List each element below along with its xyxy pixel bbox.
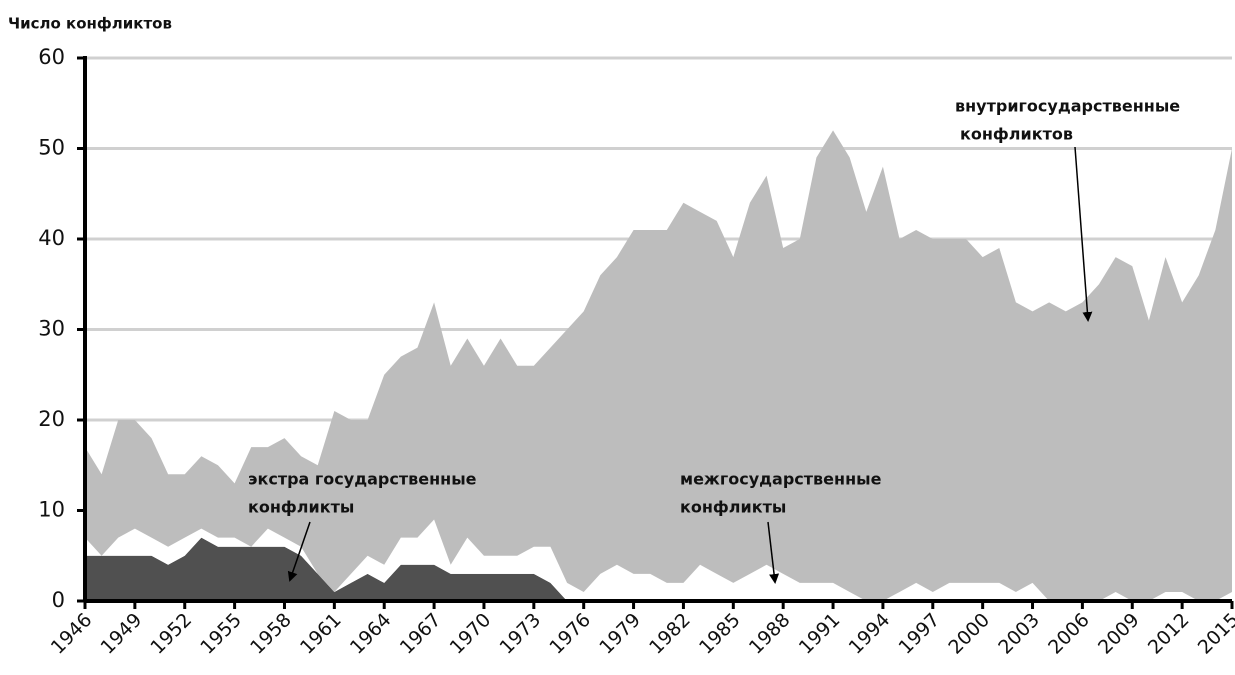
x-tick-label: 1961 <box>296 609 346 659</box>
areas <box>85 130 1232 601</box>
x-tick-label: 1958 <box>246 609 296 659</box>
y-tick-label: 40 <box>38 226 65 250</box>
y-tick-label: 60 <box>38 45 65 69</box>
annotation: конфликты <box>248 498 354 517</box>
x-tick-label: 1949 <box>97 609 147 659</box>
x-tick-label: 2006 <box>1044 609 1094 659</box>
x-tick-label: 1979 <box>595 609 645 659</box>
y-axis-label: Число конфликтов <box>8 15 172 33</box>
y-tick-label: 20 <box>38 407 65 431</box>
y-tick-label: 0 <box>52 588 65 612</box>
area <box>85 519 1232 601</box>
y-tick-label: 30 <box>38 317 65 341</box>
x-tick-label: 1973 <box>495 609 545 659</box>
annotation-arrow <box>1074 146 1093 322</box>
x-tick-label: 1997 <box>894 609 944 659</box>
x-tick-label: 2003 <box>994 609 1044 659</box>
x-tick-label: 2009 <box>1094 609 1144 659</box>
x-tick-label: 2015 <box>1194 609 1235 659</box>
x-tick-label: 1970 <box>446 609 496 659</box>
annotation: конфликтов <box>960 125 1073 144</box>
x-tick-label: 1976 <box>545 609 595 659</box>
annotation-arrow <box>767 521 780 584</box>
x-tick-label: 1982 <box>645 609 695 659</box>
x-tick-label: 1964 <box>346 609 396 659</box>
x-tick-label: 1967 <box>396 609 446 659</box>
annotations: экстра государственные конфликты межгосуда… <box>248 97 1180 584</box>
y-tick-label: 10 <box>38 498 65 522</box>
x-tick-label: 1985 <box>695 609 745 659</box>
x-tick-label: 1991 <box>795 609 845 659</box>
annotation: межгосударственные <box>680 470 882 489</box>
area <box>85 130 1232 601</box>
annotation: внутригосударственные <box>955 97 1180 116</box>
x-tick-label: 1994 <box>845 609 895 659</box>
area <box>85 537 1232 601</box>
x-tick-label: 1952 <box>146 609 196 659</box>
y-tick-label: 50 <box>38 136 65 160</box>
x-tick-label: 2000 <box>944 609 994 659</box>
x-tick-label: 1988 <box>745 609 795 659</box>
x-tick-label: 1946 <box>47 609 97 659</box>
annotation: экстра государственные <box>248 470 477 489</box>
annotation: конфликты <box>680 498 786 517</box>
x-tick-label: 2012 <box>1144 609 1194 659</box>
annotation-arrow <box>287 521 311 582</box>
x-tick-label: 1955 <box>196 609 246 659</box>
